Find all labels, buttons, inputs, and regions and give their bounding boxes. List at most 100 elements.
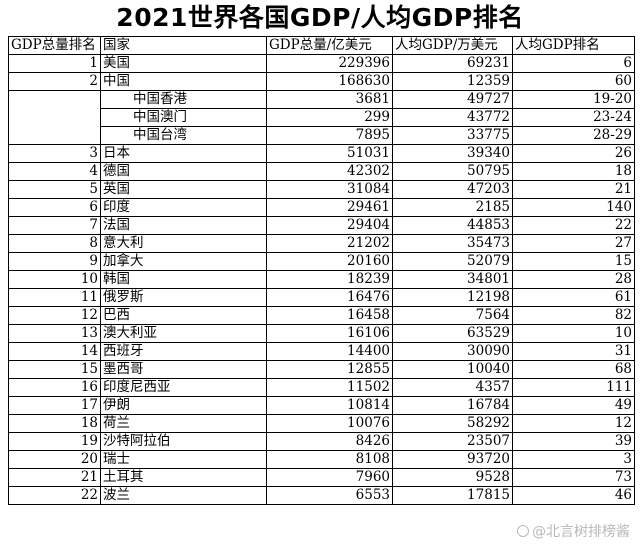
cell-gdp-total: 21202 [266,234,393,253]
header-country: 国家 [100,36,267,55]
table-row: 19 沙特阿拉伯 8426 23507 39 [8,432,635,451]
cell-per-capita-rank: 22 [512,216,635,235]
gdp-ranking-table: GDP总量排名 国家 GDP总量/亿美元 人均GDP/万美元 人均GDP排名 1… [8,36,635,505]
cell-per-capita-rank: 3 [512,450,635,469]
cell-gdp-per-capita: 43772 [392,108,513,127]
cell-gdp-total: 8426 [266,432,393,451]
cell-gdp-per-capita: 2185 [392,198,513,217]
cell-gdp-rank: 6 [8,198,101,217]
cell-country: 中国香港 [100,90,267,109]
header-gdp-per-capita: 人均GDP/万美元 [392,36,513,55]
cell-gdp-rank [8,90,101,109]
cell-per-capita-rank: 68 [512,360,635,379]
cell-gdp-per-capita: 12198 [392,288,513,307]
cell-per-capita-rank: 39 [512,432,635,451]
cell-gdp-rank: 8 [8,234,101,253]
cell-gdp-total: 3681 [266,90,393,109]
cell-gdp-per-capita: 93720 [392,450,513,469]
cell-gdp-total: 14400 [266,342,393,361]
cell-gdp-per-capita: 39340 [392,144,513,163]
cell-gdp-rank: 11 [8,288,101,307]
table-row: 16 印度尼西亚 11502 4357 111 [8,378,635,397]
cell-gdp-total: 11502 [266,378,393,397]
cell-gdp-rank [8,108,101,127]
cell-gdp-per-capita: 50795 [392,162,513,181]
table-row: 14 西班牙 14400 30090 31 [8,342,635,361]
table-row: 5 英国 31084 47203 21 [8,180,635,199]
cell-country: 德国 [100,162,267,181]
cell-per-capita-rank: 60 [512,72,635,91]
cell-gdp-total: 10814 [266,396,393,415]
table-row: 11 俄罗斯 16476 12198 61 [8,288,635,307]
cell-gdp-total: 7960 [266,468,393,487]
cell-gdp-per-capita: 47203 [392,180,513,199]
cell-country: 日本 [100,144,267,163]
cell-country: 澳大利亚 [100,324,267,343]
cell-country: 墨西哥 [100,360,267,379]
header-per-capita-rank: 人均GDP排名 [512,36,635,55]
cell-per-capita-rank: 73 [512,468,635,487]
cell-country: 印度尼西亚 [100,378,267,397]
cell-gdp-rank: 9 [8,252,101,271]
table-row: 中国香港 3681 49727 19-20 [8,90,635,109]
table-row: 18 荷兰 10076 58292 12 [8,414,635,433]
cell-gdp-per-capita: 49727 [392,90,513,109]
table-row: 中国澳门 299 43772 23-24 [8,108,635,127]
table-row: 1 美国 229396 69231 6 [8,54,635,73]
cell-per-capita-rank: 23-24 [512,108,635,127]
cell-gdp-per-capita: 12359 [392,72,513,91]
cell-gdp-rank: 5 [8,180,101,199]
cell-gdp-rank [8,126,101,145]
cell-per-capita-rank: 18 [512,162,635,181]
cell-gdp-per-capita: 30090 [392,342,513,361]
cell-gdp-total: 18239 [266,270,393,289]
cell-gdp-total: 6553 [266,486,393,505]
cell-country: 加拿大 [100,252,267,271]
table-row: 6 印度 29461 2185 140 [8,198,635,217]
cell-gdp-total: 229396 [266,54,393,73]
cell-per-capita-rank: 28-29 [512,126,635,145]
cell-gdp-total: 29404 [266,216,393,235]
cell-country: 美国 [100,54,267,73]
cell-country: 英国 [100,180,267,199]
cell-gdp-rank: 17 [8,396,101,415]
page-title: 2021世界各国GDP/人均GDP排名 [116,3,524,32]
cell-country: 中国台湾 [100,126,267,145]
cell-gdp-rank: 16 [8,378,101,397]
cell-gdp-total: 16458 [266,306,393,325]
cell-country: 法国 [100,216,267,235]
cell-gdp-total: 29461 [266,198,393,217]
cell-gdp-total: 51031 [266,144,393,163]
cell-country: 瑞士 [100,450,267,469]
cell-gdp-total: 12855 [266,360,393,379]
table-row: 17 伊朗 10814 16784 49 [8,396,635,415]
cell-gdp-rank: 12 [8,306,101,325]
cell-per-capita-rank: 28 [512,270,635,289]
cell-per-capita-rank: 15 [512,252,635,271]
cell-per-capita-rank: 21 [512,180,635,199]
cell-per-capita-rank: 31 [512,342,635,361]
table-row: 7 法国 29404 44853 22 [8,216,635,235]
table-row: 10 韩国 18239 34801 28 [8,270,635,289]
cell-per-capita-rank: 111 [512,378,635,397]
cell-gdp-per-capita: 23507 [392,432,513,451]
cell-gdp-rank: 13 [8,324,101,343]
cell-per-capita-rank: 12 [512,414,635,433]
cell-country: 西班牙 [100,342,267,361]
cell-gdp-rank: 3 [8,144,101,163]
cell-gdp-rank: 18 [8,414,101,433]
cell-gdp-total: 299 [266,108,393,127]
cell-country: 中国 [100,72,267,91]
cell-gdp-per-capita: 69231 [392,54,513,73]
cell-gdp-per-capita: 52079 [392,252,513,271]
cell-gdp-per-capita: 33775 [392,126,513,145]
cell-per-capita-rank: 82 [512,306,635,325]
table-header-row: GDP总量排名 国家 GDP总量/亿美元 人均GDP/万美元 人均GDP排名 [8,36,635,55]
cell-per-capita-rank: 49 [512,396,635,415]
cell-country: 韩国 [100,270,267,289]
cell-per-capita-rank: 19-20 [512,90,635,109]
table-row: 8 意大利 21202 35473 27 [8,234,635,253]
cell-gdp-per-capita: 10040 [392,360,513,379]
weibo-logo-icon [517,525,529,537]
table-row: 4 德国 42302 50795 18 [8,162,635,181]
